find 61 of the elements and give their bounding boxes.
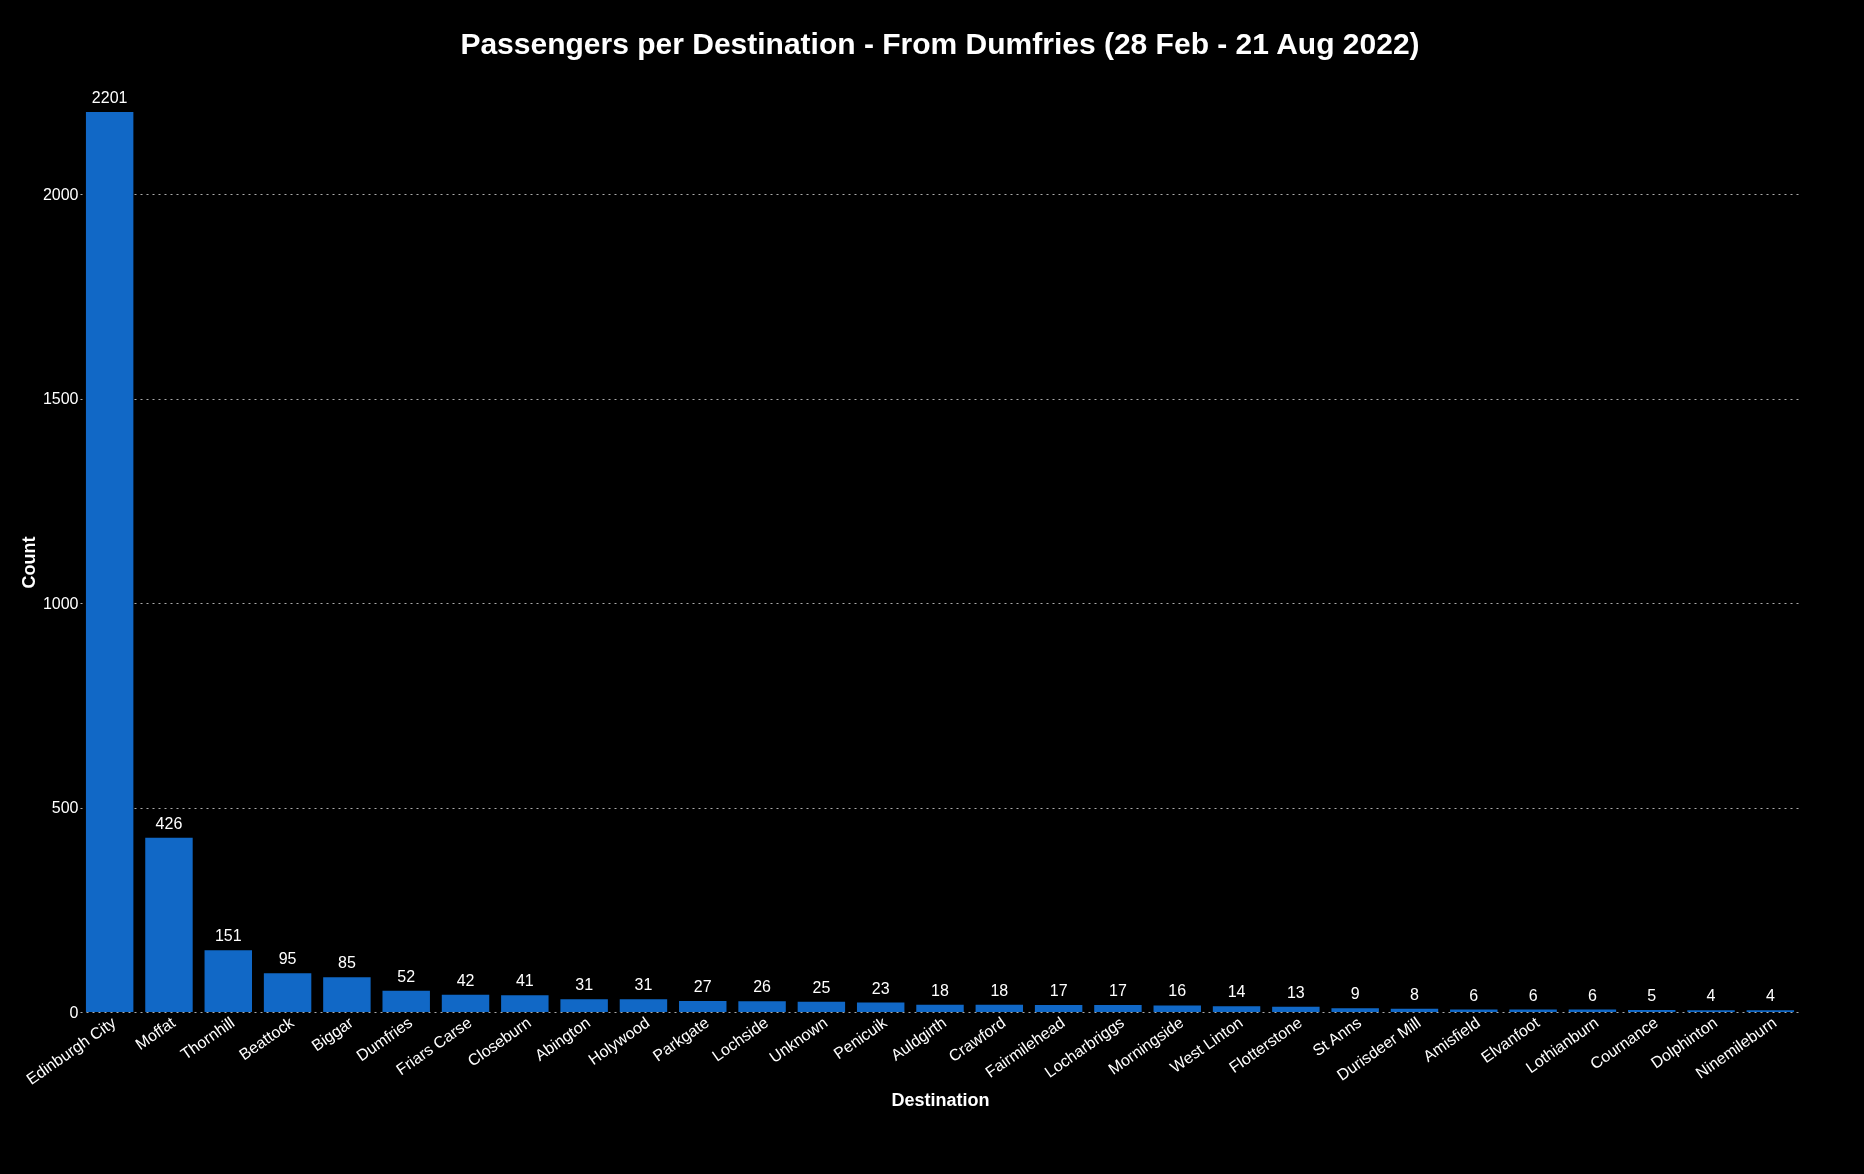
bar — [1628, 1009, 1676, 1012]
data-label: 6 — [1587, 986, 1597, 1004]
data-label: 2201 — [91, 89, 128, 106]
data-label: 85 — [338, 954, 356, 972]
bar — [619, 999, 668, 1012]
bar — [679, 1000, 727, 1012]
data-label: 23 — [871, 979, 890, 997]
y-tick-label: 1000 — [42, 594, 79, 612]
data-label: 17 — [1109, 982, 1127, 1000]
data-label: 151 — [214, 927, 242, 945]
y-tick-label: 2000 — [42, 185, 79, 203]
y-tick-label: 1500 — [42, 390, 79, 408]
bar — [441, 994, 490, 1012]
bar — [1331, 1008, 1379, 1012]
x-axis-title: Destination — [891, 1089, 990, 1110]
bar — [85, 112, 134, 1012]
bar — [856, 1002, 905, 1012]
chart-title: Passengers per Destination - From Dumfries (28 Feb - 21 Aug 2022) — [460, 27, 1420, 60]
y-tick-label: 0 — [69, 1003, 79, 1021]
bar — [916, 1004, 964, 1012]
y-tick-label: 500 — [51, 799, 79, 817]
bar — [1094, 1005, 1142, 1012]
bar — [1153, 1005, 1201, 1012]
bar — [1390, 1008, 1439, 1012]
bar — [263, 973, 312, 1012]
bar — [145, 837, 193, 1012]
data-label: 17 — [1049, 982, 1068, 1000]
data-label: 95 — [278, 950, 297, 968]
data-label: 26 — [753, 978, 772, 996]
bar — [204, 950, 252, 1012]
data-label: 25 — [812, 978, 831, 996]
bar — [1272, 1006, 1320, 1012]
data-label: 41 — [515, 972, 534, 990]
data-label: 52 — [397, 967, 416, 985]
bar — [975, 1004, 1024, 1012]
data-label: 4 — [1706, 987, 1716, 1005]
data-label: 18 — [990, 981, 1009, 999]
data-label: 31 — [634, 976, 653, 994]
bar — [382, 990, 430, 1012]
data-label: 8 — [1410, 985, 1420, 1003]
bar — [323, 977, 371, 1012]
data-label: 13 — [1286, 983, 1305, 1001]
bar — [1212, 1006, 1261, 1012]
data-label: 27 — [693, 977, 712, 995]
bar — [797, 1001, 846, 1012]
bar — [560, 999, 608, 1012]
data-label: 6 — [1528, 986, 1538, 1004]
data-label: 18 — [931, 981, 949, 999]
y-axis-title: Count — [18, 536, 39, 589]
data-label: 426 — [155, 814, 183, 832]
data-label: 14 — [1227, 983, 1246, 1001]
data-label: 31 — [575, 976, 594, 994]
data-label: 16 — [1168, 982, 1187, 1000]
data-label: 6 — [1469, 986, 1479, 1004]
data-label: 5 — [1647, 986, 1657, 1004]
data-label: 42 — [456, 971, 475, 989]
bar — [1034, 1005, 1083, 1012]
data-label: 4 — [1765, 987, 1775, 1005]
bar — [738, 1001, 786, 1012]
data-label: 9 — [1350, 985, 1360, 1003]
bar — [501, 995, 549, 1012]
